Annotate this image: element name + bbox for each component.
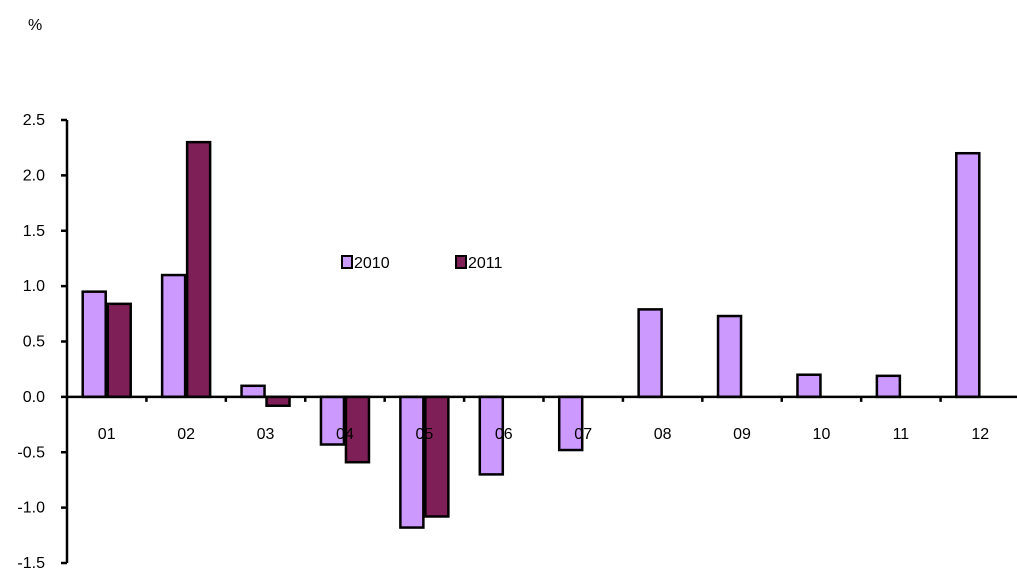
x-tick-label: 10 <box>813 426 831 443</box>
legend-label-2010: 2010 <box>354 255 390 272</box>
y-tick-label: 2.5 <box>23 112 45 129</box>
y-tick-label: 2.0 <box>23 167 45 184</box>
x-tick-label: 03 <box>257 426 275 443</box>
y-tick-label: -1.0 <box>17 500 45 517</box>
y-unit-label: % <box>28 17 42 34</box>
bar-2010-12 <box>955 151 981 399</box>
x-tick-label: 11 <box>893 426 910 443</box>
x-tick-label: 04 <box>336 426 354 443</box>
bar-2010-08 <box>637 308 663 399</box>
y-tick-label: -1.5 <box>17 555 45 569</box>
y-tick-label: 1.5 <box>23 223 45 240</box>
bar-2011-05 <box>424 395 450 518</box>
x-tick-label: 06 <box>495 426 513 443</box>
bar-2011-02 <box>185 140 212 399</box>
x-tick-label: 09 <box>733 426 751 443</box>
x-tick-label: 02 <box>177 426 195 443</box>
bars-layer <box>81 140 981 529</box>
y-tick-label: 0.0 <box>23 389 45 406</box>
x-tick-label: 05 <box>415 426 433 443</box>
axes-layer: -1.5 -1.0 -0.5 0.0 0.5 1.0 1.5 2.0 2.5 01 02 03 04 05… <box>17 112 1017 569</box>
legend: 2010 2011 <box>341 255 503 272</box>
x-tick-label: 12 <box>971 426 989 443</box>
y-tick-label: 0.5 <box>23 334 45 351</box>
bar-2010-10 <box>796 373 822 399</box>
x-tick-label: 01 <box>98 426 116 443</box>
bar-2010-09 <box>716 314 743 399</box>
legend-swatch-2010 <box>341 255 353 269</box>
bar-2010-02 <box>160 273 187 399</box>
bar-2010-05 <box>399 395 425 529</box>
bar-2010-11 <box>875 374 902 399</box>
bar-2011-03 <box>265 395 291 407</box>
bar-2010-03 <box>240 384 266 399</box>
x-tick-label: 08 <box>654 426 672 443</box>
x-tick-label: 07 <box>574 426 592 443</box>
y-tick-label: 1.0 <box>23 278 45 295</box>
y-tick-label: -0.5 <box>17 444 45 461</box>
bar-2010-01 <box>81 290 107 399</box>
bar-2011-01 <box>106 302 132 399</box>
legend-swatch-2011 <box>455 255 467 269</box>
legend-label-2011: 2011 <box>468 255 503 272</box>
